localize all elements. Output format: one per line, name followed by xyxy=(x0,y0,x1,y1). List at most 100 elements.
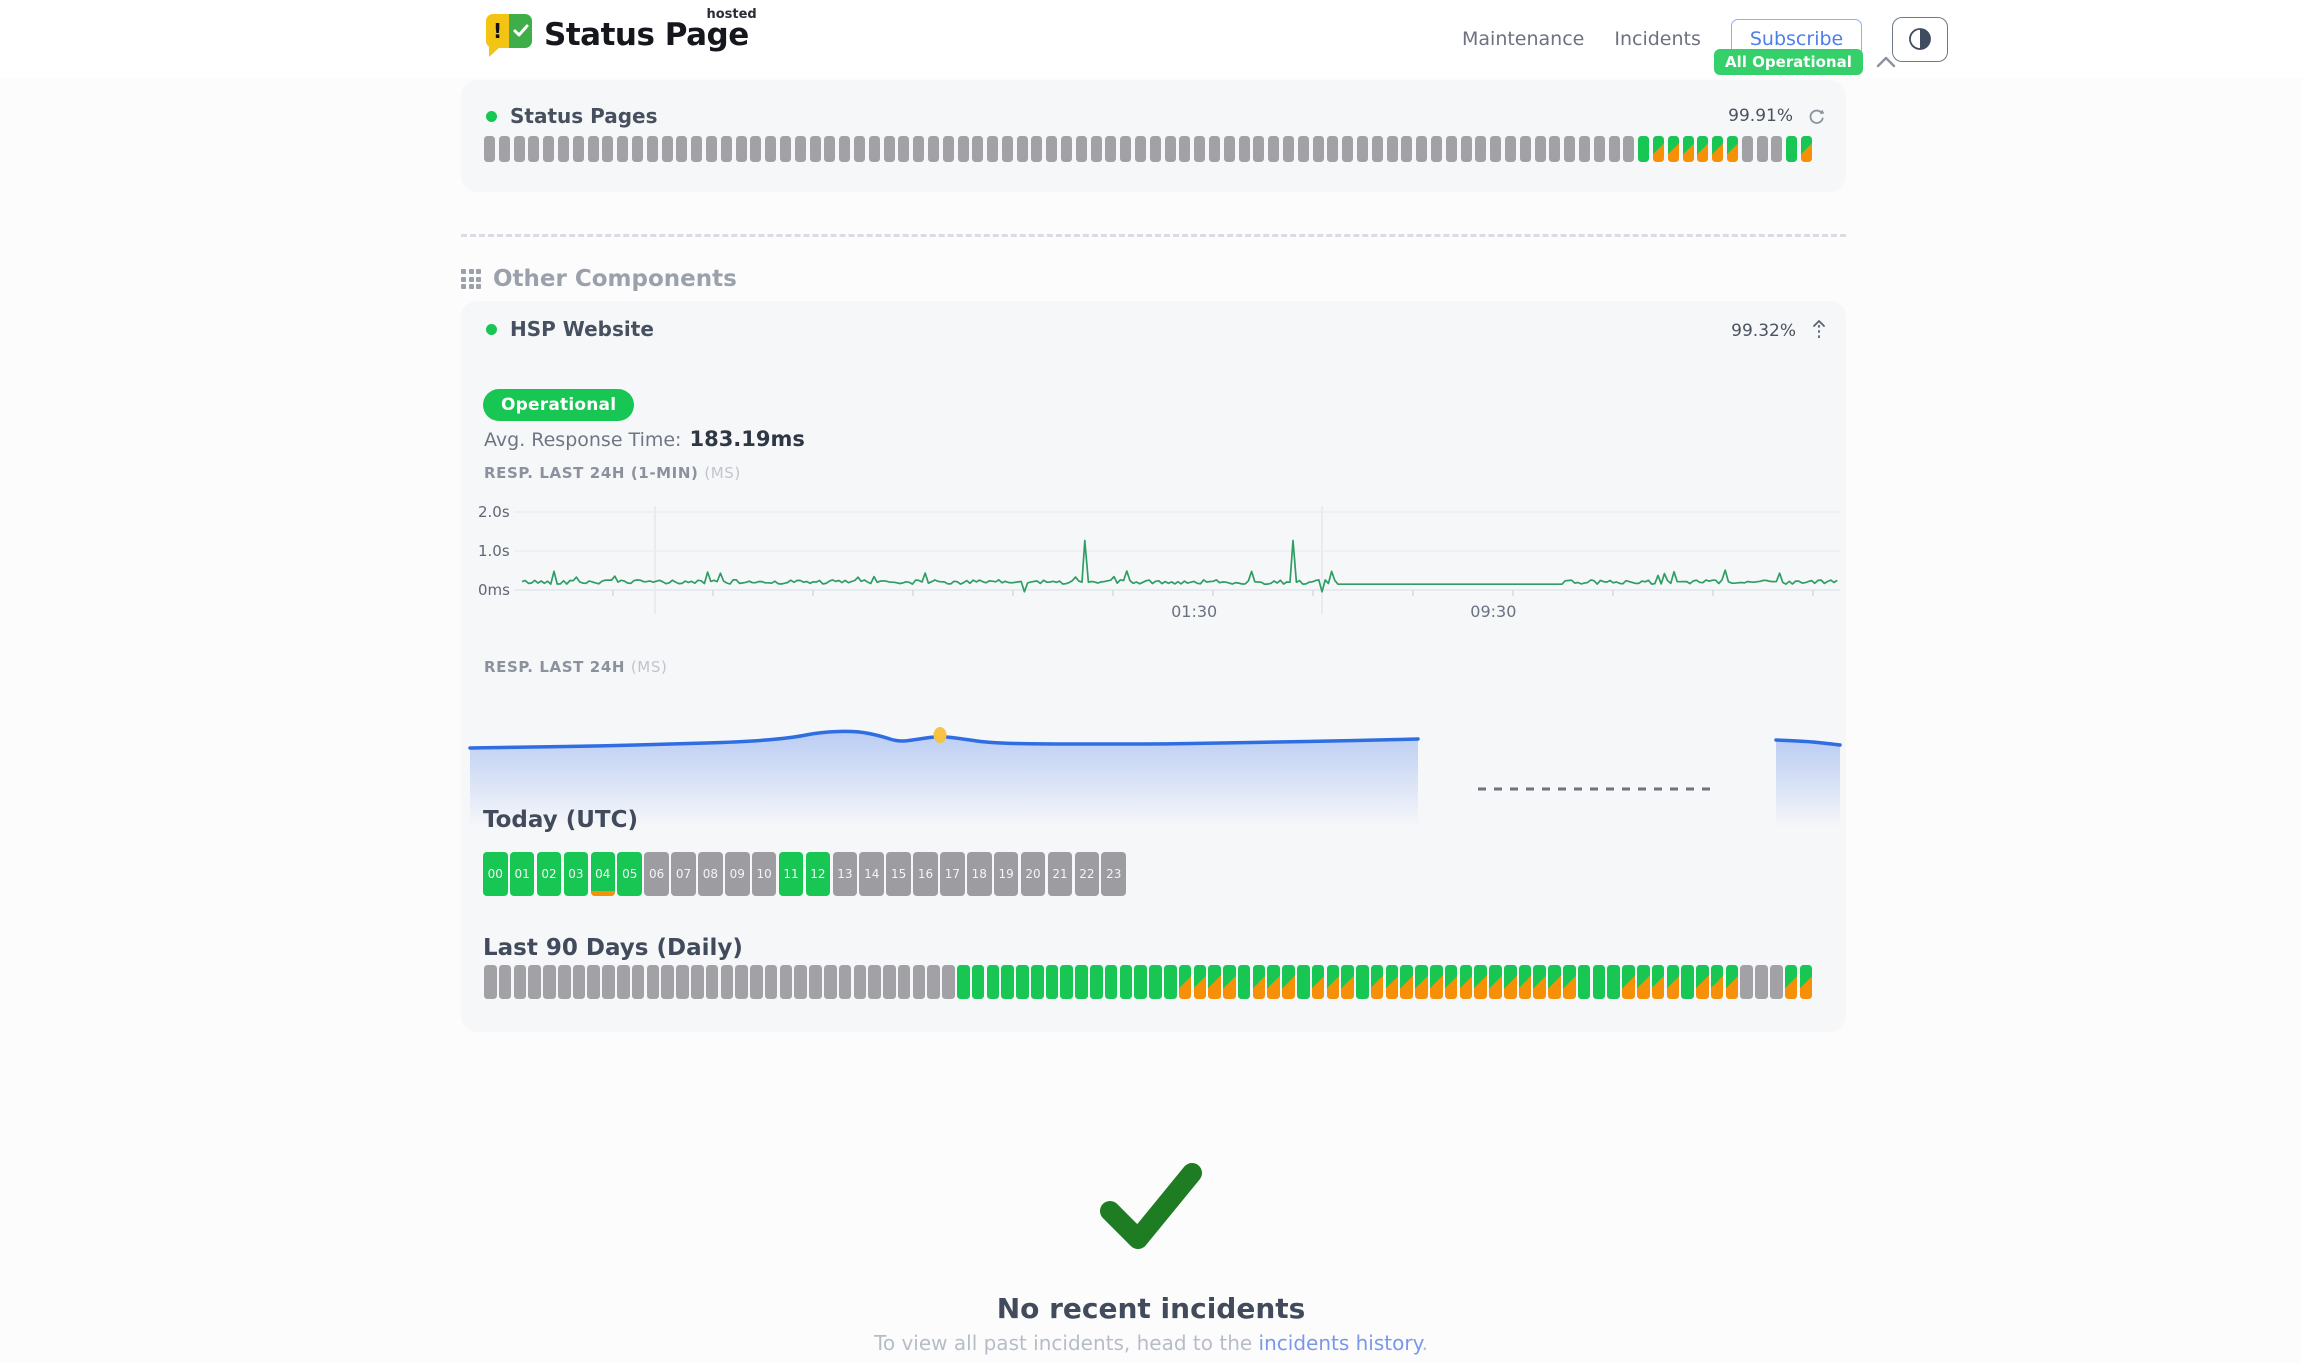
uptime-bar[interactable] xyxy=(1755,965,1768,999)
hour-cell-15[interactable]: 15 xyxy=(886,852,911,896)
hour-cell-06[interactable]: 06 xyxy=(644,852,669,896)
uptime-bar[interactable] xyxy=(720,136,732,162)
uptime-bar[interactable] xyxy=(1431,136,1442,162)
uptime-bar[interactable] xyxy=(1030,965,1044,999)
uptime-bar[interactable] xyxy=(1681,965,1694,999)
uptime-bar[interactable] xyxy=(750,965,763,999)
uptime-bar[interactable] xyxy=(957,965,970,999)
uptime-bar[interactable] xyxy=(1209,136,1221,162)
uptime-bar[interactable] xyxy=(1283,136,1295,162)
uptime-bar[interactable] xyxy=(676,965,689,999)
uptime-bar[interactable] xyxy=(1652,136,1664,162)
uptime-bar[interactable] xyxy=(1357,136,1369,162)
uptime-bar[interactable] xyxy=(1533,965,1547,999)
uptime-bar[interactable] xyxy=(1061,136,1073,162)
uptime-bar[interactable] xyxy=(1268,136,1280,162)
uptime-bar[interactable] xyxy=(1666,965,1680,999)
uptime-bar[interactable] xyxy=(1252,965,1266,999)
hour-cell-04[interactable]: 04 xyxy=(590,852,616,896)
uptime-bar[interactable] xyxy=(498,136,510,162)
uptime-bar[interactable] xyxy=(1194,136,1206,162)
uptime-bar[interactable] xyxy=(1578,136,1590,162)
uptime-bar[interactable] xyxy=(1178,965,1192,999)
uptime-bar[interactable] xyxy=(1740,965,1753,999)
uptime-bar[interactable] xyxy=(971,965,985,999)
uptime-bar[interactable] xyxy=(838,965,852,999)
hour-cell-21[interactable]: 21 xyxy=(1047,852,1073,896)
uptime-bar[interactable] xyxy=(1712,136,1724,162)
uptime-bar[interactable] xyxy=(1548,965,1561,999)
hour-cell-16[interactable]: 16 xyxy=(913,852,938,896)
uptime-bar[interactable] xyxy=(1518,965,1532,999)
uptime-bar[interactable] xyxy=(1636,965,1650,999)
uptime-bar[interactable] xyxy=(1090,965,1103,999)
uptime-bar[interactable] xyxy=(809,136,821,162)
uptime-bar[interactable] xyxy=(646,136,658,162)
uptime-bar[interactable] xyxy=(1697,136,1709,162)
hour-cell-08[interactable]: 08 xyxy=(698,852,723,896)
uptime-bar[interactable] xyxy=(1475,136,1487,162)
uptime-bar[interactable] xyxy=(1638,136,1650,162)
uptime-bar[interactable] xyxy=(1741,136,1753,162)
uptime-bar[interactable] xyxy=(1341,965,1354,999)
uptime-bar[interactable] xyxy=(1208,965,1221,999)
uptime-bar[interactable] xyxy=(543,965,556,999)
uptime-bar[interactable] xyxy=(646,965,660,999)
uptime-bar[interactable] xyxy=(1445,136,1457,162)
hour-cell-07[interactable]: 07 xyxy=(671,852,696,896)
hour-cell-20[interactable]: 20 xyxy=(1020,852,1046,896)
uptime-bar[interactable] xyxy=(1149,965,1162,999)
uptime-bar[interactable] xyxy=(986,965,1000,999)
uptime-bar[interactable] xyxy=(898,136,910,162)
uptime-bar[interactable] xyxy=(1430,965,1443,999)
uptime-bar[interactable] xyxy=(1607,965,1620,999)
uptime-bar[interactable] xyxy=(853,136,865,162)
uptime-bar[interactable] xyxy=(1622,965,1635,999)
uptime-bar[interactable] xyxy=(1799,965,1813,999)
uptime-bar[interactable] xyxy=(528,965,541,999)
uptime-bar[interactable] xyxy=(1001,136,1013,162)
uptime-bar[interactable] xyxy=(1104,965,1118,999)
uptime-bar[interactable] xyxy=(1045,965,1059,999)
uptime-bar[interactable] xyxy=(1001,965,1014,999)
hour-cell-19[interactable]: 19 xyxy=(993,852,1019,896)
uptime-bar[interactable] xyxy=(602,965,615,999)
hour-cell-13[interactable]: 13 xyxy=(832,852,858,896)
uptime-bar[interactable] xyxy=(1164,136,1176,162)
uptime-bar[interactable] xyxy=(1415,965,1428,999)
uptime-bar[interactable] xyxy=(484,136,495,162)
uptime-bar[interactable] xyxy=(1608,136,1620,162)
uptime-bar[interactable] xyxy=(1312,136,1324,162)
uptime-bar[interactable] xyxy=(1119,965,1133,999)
uptime-bar[interactable] xyxy=(1400,965,1414,999)
uptime-bar[interactable] xyxy=(1651,965,1665,999)
uptime-bar[interactable] xyxy=(1297,136,1309,162)
uptime-bar[interactable] xyxy=(927,965,941,999)
uptime-bar[interactable] xyxy=(661,136,673,162)
uptime-bar[interactable] xyxy=(557,965,571,999)
uptime-bar[interactable] xyxy=(1460,136,1472,162)
uptime-bar[interactable] xyxy=(794,136,806,162)
uptime-bar[interactable] xyxy=(957,136,969,162)
uptime-bar[interactable] xyxy=(691,136,703,162)
uptime-bar[interactable] xyxy=(1370,965,1384,999)
uptime-bar[interactable] xyxy=(1327,136,1339,162)
uptime-bar[interactable] xyxy=(617,136,629,162)
uptime-bar[interactable] xyxy=(498,965,512,999)
uptime-bar[interactable] xyxy=(868,136,880,162)
uptime-bar[interactable] xyxy=(1238,136,1250,162)
uptime-bar[interactable] xyxy=(720,965,734,999)
hour-cell-22[interactable]: 22 xyxy=(1074,852,1100,896)
arrow-up-dashed-icon[interactable] xyxy=(1812,319,1826,343)
uptime-bar[interactable] xyxy=(853,965,867,999)
uptime-bar[interactable] xyxy=(794,965,807,999)
uptime-bar[interactable] xyxy=(1193,965,1207,999)
nav-incidents[interactable]: Incidents xyxy=(1614,28,1701,50)
uptime-bar[interactable] xyxy=(1534,136,1546,162)
uptime-bar[interactable] xyxy=(705,136,717,162)
uptime-bar[interactable] xyxy=(1563,965,1576,999)
hour-cell-09[interactable]: 09 xyxy=(725,852,750,896)
uptime-bar[interactable] xyxy=(1031,136,1043,162)
uptime-bar[interactable] xyxy=(1771,136,1783,162)
uptime-bar[interactable] xyxy=(1179,136,1191,162)
